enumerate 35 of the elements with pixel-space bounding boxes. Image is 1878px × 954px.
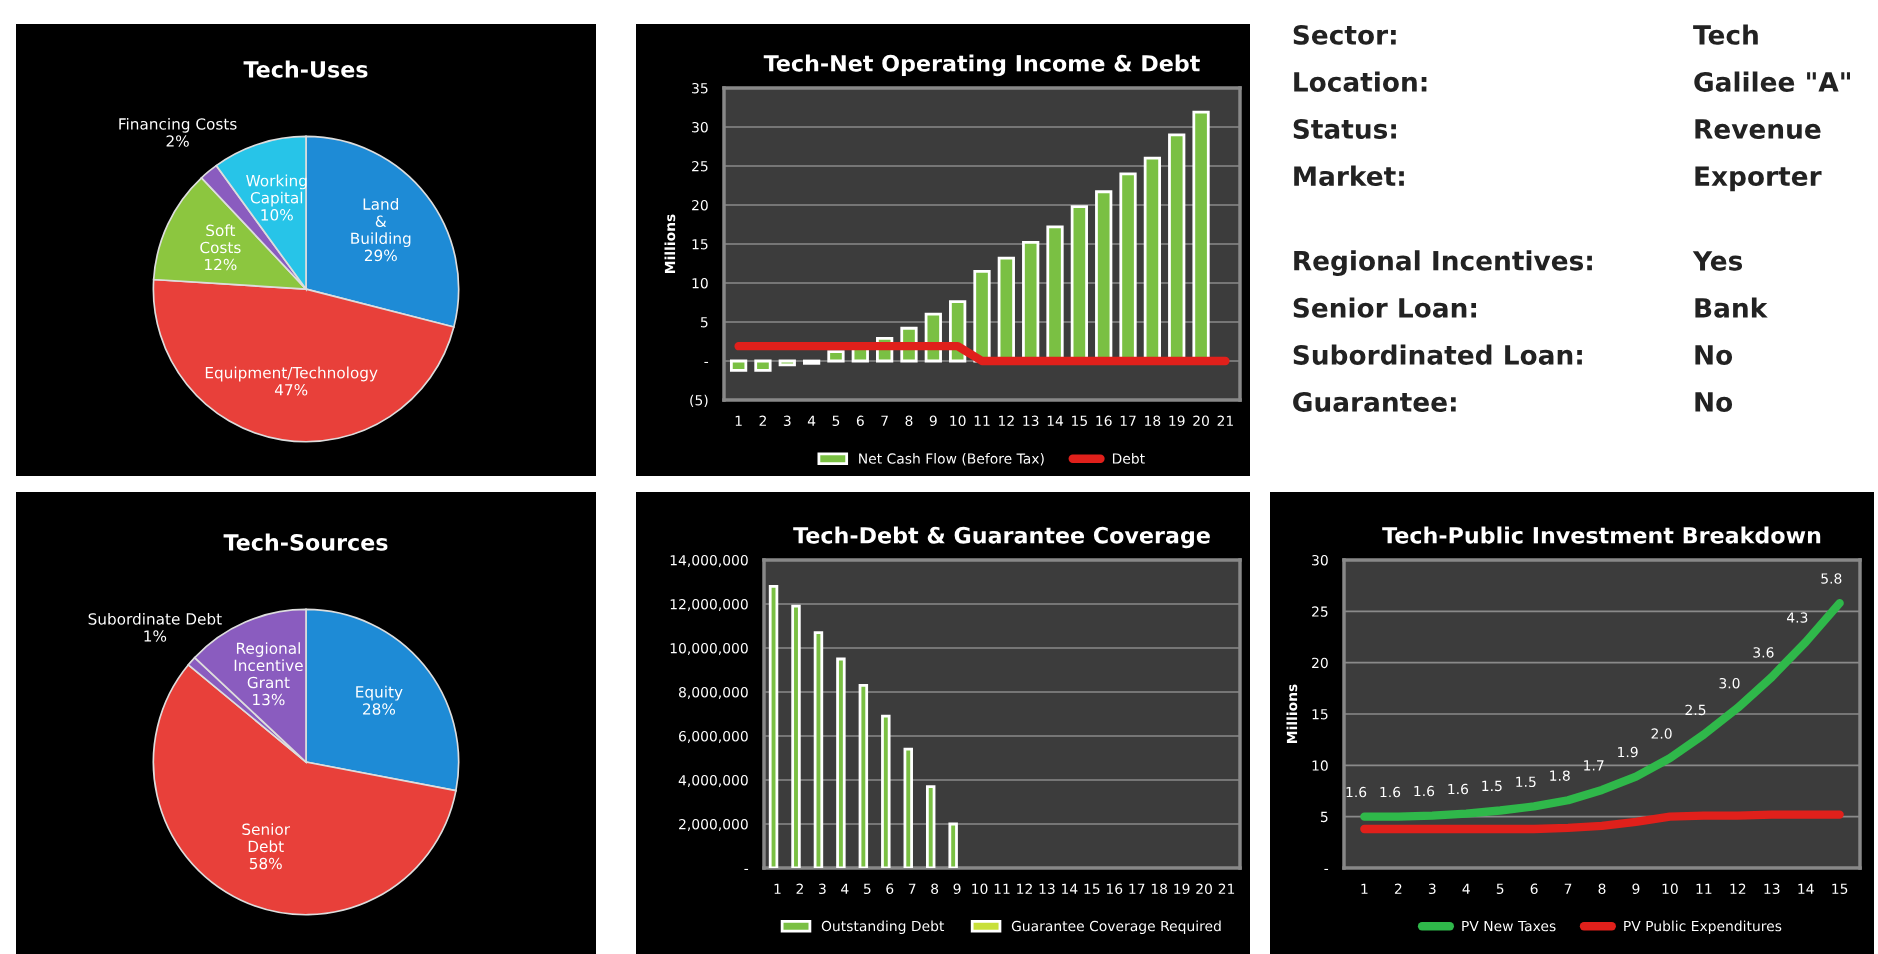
bar xyxy=(729,359,748,372)
text: No xyxy=(1695,392,1733,412)
text: Sector: xyxy=(1293,24,1396,45)
bar xyxy=(903,747,913,868)
bar xyxy=(973,269,991,363)
text: No xyxy=(1695,345,1733,365)
bar xyxy=(925,785,936,868)
chart-title: Tech-Uses xyxy=(243,60,368,78)
bar xyxy=(858,684,869,868)
text: Galilee "A" xyxy=(1694,71,1850,92)
bar xyxy=(881,714,891,868)
bar xyxy=(768,585,779,868)
text: Exporter xyxy=(1695,166,1822,192)
text: Tech xyxy=(1693,24,1758,45)
text: Regional Incentives: xyxy=(1294,250,1592,276)
chart-title: Tech-Debt & Guarantee Coverage xyxy=(793,526,1210,549)
text: Market: xyxy=(1294,165,1404,187)
text: Yes xyxy=(1692,251,1743,271)
text: Location: xyxy=(1294,71,1427,92)
line-series xyxy=(1360,810,1844,834)
bar xyxy=(827,350,845,363)
text: Subordinated Loan: xyxy=(1293,344,1582,365)
chart-title: Tech-Net Operating Income & Debt xyxy=(763,54,1200,77)
text: Revenue xyxy=(1695,119,1821,139)
bar xyxy=(754,359,772,372)
text: Senior Loan: xyxy=(1293,297,1477,318)
text: Status: xyxy=(1293,119,1396,139)
chart-title: Tech-Public Investment Breakdown xyxy=(1382,526,1821,544)
chart-title: Tech-Sources xyxy=(223,533,388,551)
bar xyxy=(791,604,801,868)
bar xyxy=(948,822,958,868)
bar xyxy=(813,631,824,868)
text: Bank xyxy=(1695,297,1768,318)
text: Guarantee: xyxy=(1293,392,1456,412)
bar xyxy=(836,657,846,868)
